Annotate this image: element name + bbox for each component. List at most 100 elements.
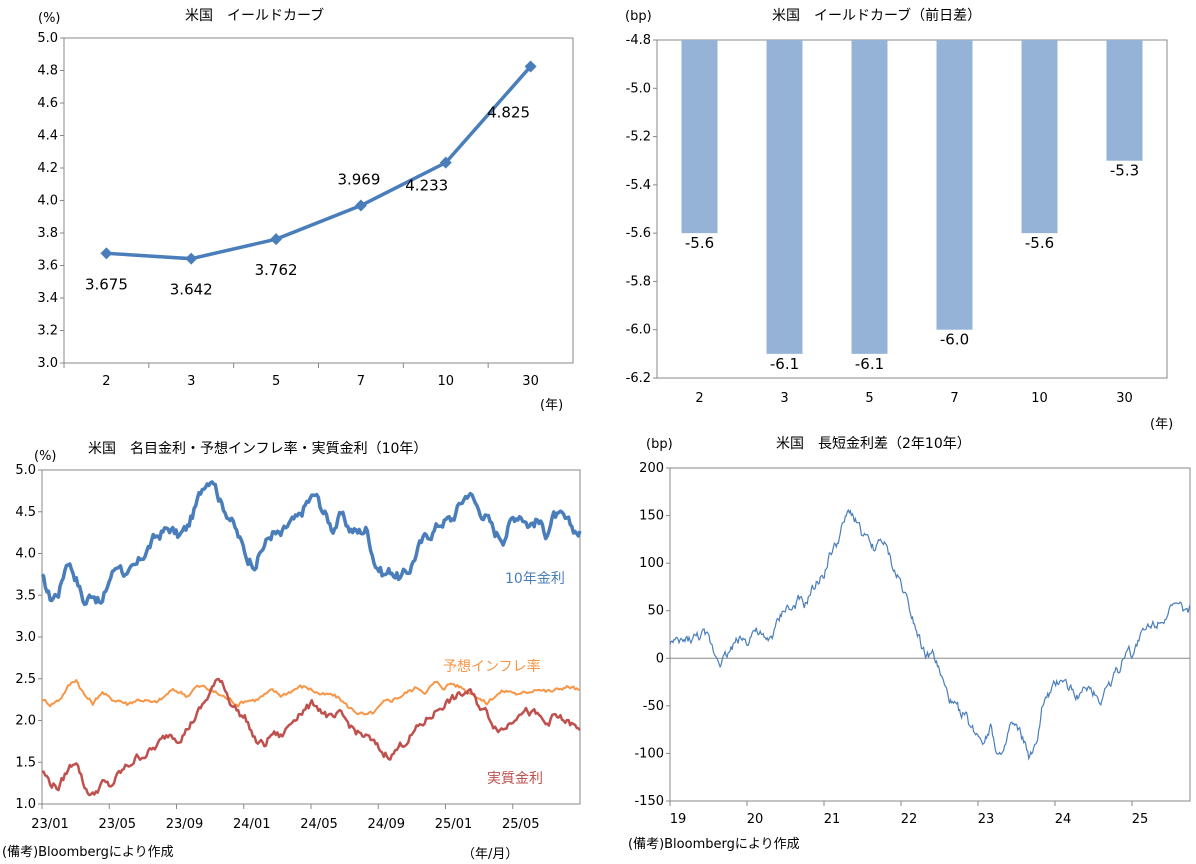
- yield-change-xtick-label: 2: [695, 391, 703, 406]
- yield-change-title: 米国 イールドカーブ（前日差）: [772, 7, 981, 24]
- yield-change-bar: [1106, 40, 1143, 161]
- rates-10y-ytick-label: 4.5: [15, 505, 36, 520]
- yield-curve-ytick-label: 4.6: [37, 96, 58, 111]
- yield-curve-ytick-label: 3.0: [37, 356, 58, 371]
- yield-curve-ytick-label: 5.0: [37, 31, 58, 46]
- yield-change-xtick-label: 10: [1031, 391, 1048, 406]
- yield-change-plot-area: [656, 39, 1168, 379]
- spread-ytick-label: 100: [639, 556, 664, 571]
- yield-curve-ytick-label: 3.6: [37, 259, 58, 274]
- spread-series-line: [669, 508, 1191, 761]
- yield-curve-line: [106, 65, 532, 261]
- yield-curve-data-label: 3.762: [255, 261, 298, 279]
- rates-10y-xtick-label: 23/09: [166, 817, 203, 832]
- yield-change-bar: [1021, 40, 1058, 234]
- rates-10y-ytick-label: 2.0: [15, 714, 36, 729]
- spread-xtick-label: 20: [747, 812, 764, 827]
- spread-xtick-label: 19: [670, 812, 687, 827]
- rates-10y-ytick-label: 5.0: [15, 463, 36, 478]
- yield-change-ytick-label: -5.4: [626, 178, 651, 193]
- yield-curve-marker: [354, 199, 367, 212]
- yield-change-data-label: -6.1: [855, 355, 884, 373]
- yield-change-ytick-label: -6.0: [626, 323, 651, 338]
- rates-10y-ytick-label: 3.0: [15, 630, 36, 645]
- yield-change-ytick-label: -6.2: [626, 371, 651, 386]
- rates-10y-chart: (%) 米国 名目金利・予想インフレ率・実質金利（10年） 1.0 1.5 2.0 2…: [15, 440, 582, 862]
- yield-curve-marker: [524, 60, 537, 73]
- rates-10y-title: 米国 名目金利・予想インフレ率・実質金利（10年）: [88, 440, 427, 457]
- yield-curve-ytick-label: 4.2: [37, 161, 58, 176]
- yield-curve-data-label: 4.233: [405, 177, 448, 195]
- yield-change-unit-label: (bp): [625, 9, 652, 24]
- spread-xtick-label: 24: [1055, 812, 1072, 827]
- yield-change-data-label: -5.6: [685, 234, 714, 252]
- rates-10y-xtick-label: 24/09: [368, 817, 405, 832]
- yield-change-ytick-label: -5.0: [626, 81, 651, 96]
- spread-ytick-label: -100: [634, 746, 664, 761]
- rates-10y-series-line: [40, 480, 582, 607]
- yield-curve-ytick-label: 4.4: [37, 129, 58, 144]
- yield-change-ytick-label: -4.8: [626, 33, 651, 48]
- rates-10y-xtick-label: 23/01: [31, 817, 68, 832]
- rates-10y-plot-area: [41, 469, 581, 805]
- yield-curve-xtick-label: 30: [522, 374, 539, 389]
- yield-curve-xtick-label: 7: [357, 374, 365, 389]
- yield-change-bar: [936, 40, 973, 330]
- source-note-right: (備考)Bloombergにより作成: [628, 836, 800, 852]
- yield-change-data-label: -5.6: [1025, 234, 1054, 252]
- spread-xtick-label: 25: [1132, 812, 1149, 827]
- spread-unit-label: (bp): [646, 437, 673, 452]
- rates-10y-xtick-label: 24/01: [233, 817, 270, 832]
- spread-xtick-label: 23: [978, 812, 995, 827]
- spread-plot-area: [669, 467, 1191, 802]
- rates-10y-ytick-label: 1.5: [15, 755, 36, 770]
- yield-curve-x-unit: (年): [540, 398, 563, 413]
- spread-ytick-label: 0: [656, 651, 664, 666]
- yield-change-xtick-label: 3: [780, 391, 788, 406]
- yield-change-data-label: -5.3: [1110, 162, 1139, 180]
- yield-curve-marker: [270, 233, 283, 246]
- yield-change-bar: [681, 40, 718, 234]
- legend-real: 実質金利: [487, 771, 543, 787]
- yield-curve-data-label: 3.642: [170, 281, 213, 299]
- legend-inflation: 予想インフレ率: [443, 658, 541, 675]
- spread-ytick-label: 50: [647, 604, 664, 619]
- yield-curve-xtick-label: 5: [272, 374, 280, 389]
- yield-curve-data-label: 4.825: [487, 103, 530, 121]
- legend-nominal: 10年金利: [505, 571, 565, 587]
- rates-10y-xtick-label: 25/05: [502, 817, 539, 832]
- yield-change-xtick-label: 30: [1116, 391, 1133, 406]
- yield-curve-xtick-label: 3: [187, 374, 195, 389]
- spread-chart: (bp) 米国 長短金利差（2年10年） -150 -100 -50 0 50 100 15…: [634, 436, 1191, 827]
- yield-curve-chart: (%) 米国 イールドカーブ 3.0 3.2 3.4 3.6 3.8 4.0 4.2 4.4 4…: [37, 7, 574, 413]
- yield-change-ytick-label: -5.8: [626, 274, 651, 289]
- yield-curve-data-label: 3.675: [85, 275, 128, 293]
- yield-change-xtick-label: 5: [865, 391, 873, 406]
- rates-10y-xtick-label: 23/05: [99, 817, 136, 832]
- yield-curve-ytick-label: 3.8: [37, 226, 58, 241]
- spread-ytick-label: 150: [639, 509, 664, 524]
- yield-curve-plot-area: [63, 37, 574, 364]
- rates-10y-ytick-label: 2.5: [15, 672, 36, 687]
- yield-change-ytick-label: -5.2: [626, 130, 651, 145]
- yield-curve-unit-label: (%): [38, 11, 61, 26]
- yield-curve-marker: [185, 252, 198, 265]
- spread-xtick-label: 21: [824, 812, 841, 827]
- yield-curve-marker: [439, 156, 452, 169]
- source-note-left: (備考)Bloombergにより作成: [2, 844, 174, 860]
- yield-change-bar: [766, 40, 803, 354]
- rates-10y-ytick-label: 3.5: [15, 588, 36, 603]
- rates-10y-series-line: [41, 677, 581, 797]
- yield-change-data-label: -6.1: [770, 355, 799, 373]
- yield-curve-ytick-label: 3.2: [37, 324, 58, 339]
- yield-change-x-unit: (年): [1150, 417, 1173, 432]
- spread-ytick-label: -150: [634, 794, 664, 809]
- yield-curve-marker: [100, 247, 113, 260]
- spread-ytick-label: 200: [639, 461, 664, 476]
- rates-10y-ytick-label: 4.0: [15, 547, 36, 562]
- spread-ytick-label: -50: [643, 699, 664, 714]
- spread-title: 米国 長短金利差（2年10年）: [776, 436, 971, 452]
- rates-10y-ytick-label: 1.0: [15, 797, 36, 812]
- yield-curve-ytick-label: 4.8: [37, 64, 58, 79]
